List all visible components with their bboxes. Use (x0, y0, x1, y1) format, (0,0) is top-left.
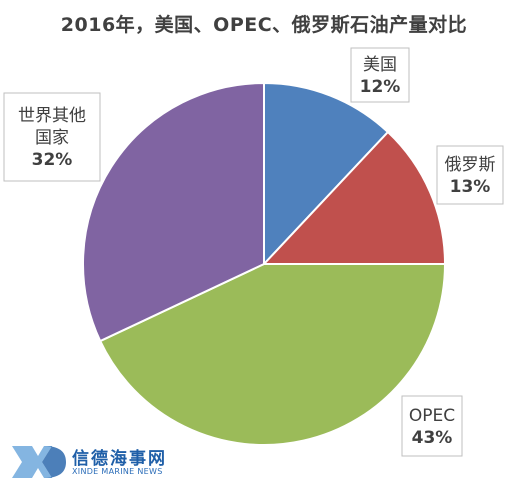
data-label-value: 43% (412, 428, 453, 448)
pie-slice-2 (261, 130, 447, 265)
watermark-sub: XINDE MARINE NEWS (72, 467, 163, 476)
data-label-value: 13% (450, 177, 491, 197)
pie-slice-1 (263, 81, 390, 267)
watermark-name: 信德海事网 (72, 449, 167, 469)
data-label-name: 世界其他 (18, 106, 86, 126)
pie-slice-4 (82, 81, 265, 343)
watermark-logo: 信德海事网 XINDE MARINE NEWS (8, 438, 208, 484)
data-label-name: 国家 (35, 128, 69, 148)
pie-slice-3 (98, 263, 447, 446)
data-label-name: 美国 (363, 55, 397, 75)
data-label-box (436, 145, 504, 205)
data-label-box (3, 92, 101, 182)
data-label-name: OPEC (409, 406, 455, 426)
xd-logo-icon (12, 446, 66, 478)
data-label-value: 12% (360, 77, 401, 97)
data-label-name: 俄罗斯 (445, 155, 496, 175)
chart-title: 2016年，美国、OPEC、俄罗斯石油产量对比 (60, 14, 468, 36)
data-label-box (401, 395, 463, 457)
data-label-value: 32% (32, 150, 73, 170)
data-label-box (350, 47, 410, 103)
